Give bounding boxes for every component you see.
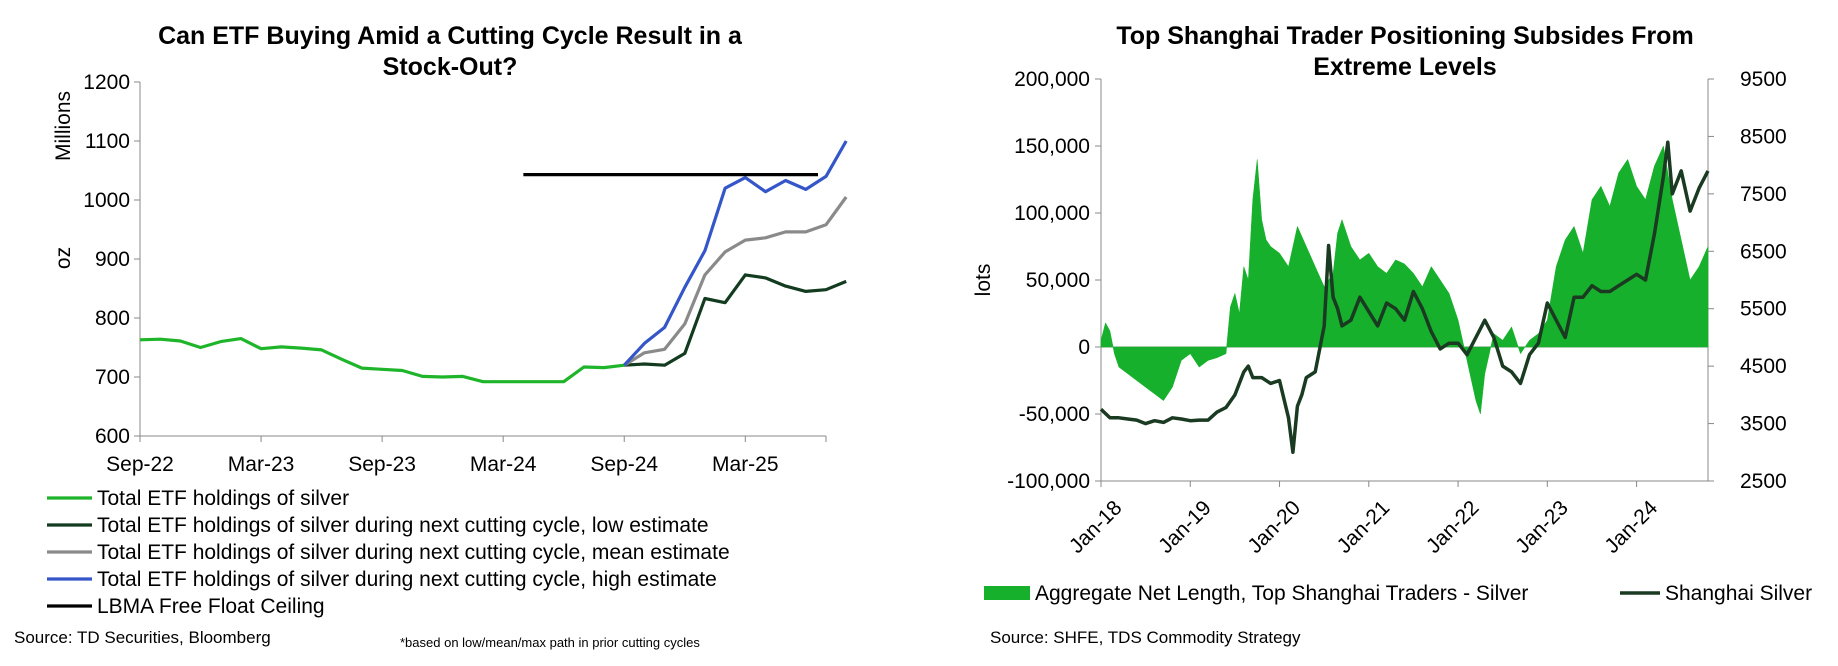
x-tick-label: Jan-18 bbox=[1065, 496, 1127, 558]
right-tick-label: 7500 bbox=[1740, 183, 1787, 206]
title-line: Can ETF Buying Amid a Cutting Cycle Resu… bbox=[158, 22, 743, 50]
x-tick-label: Sep-22 bbox=[106, 453, 174, 476]
legend-label: Aggregate Net Length, Top Shanghai Trade… bbox=[1035, 582, 1528, 605]
price-line-shanghai-silver bbox=[1099, 140, 1710, 455]
legend-label: LBMA Free Float Ceiling bbox=[97, 595, 325, 618]
x-tick-label: Jan-24 bbox=[1600, 496, 1662, 558]
area-net-length bbox=[1100, 145, 1709, 415]
x-tick-label: Mar-23 bbox=[228, 453, 295, 476]
x-tick-label: Mar-25 bbox=[712, 453, 779, 476]
legend-label: Shanghai Silver bbox=[1665, 582, 1812, 605]
left-tick-label: 50,000 bbox=[1026, 269, 1090, 292]
left-tick-label: 200,000 bbox=[1014, 68, 1090, 91]
title-line: Extreme Levels bbox=[1313, 53, 1496, 81]
series-line-etf bbox=[139, 337, 625, 384]
y-tick-label: 600 bbox=[95, 425, 130, 448]
legend-swatch-area bbox=[984, 586, 1030, 600]
y-tick-label: 1200 bbox=[83, 71, 130, 94]
legend-label: Total ETF holdings of silver during next… bbox=[97, 514, 709, 537]
x-tick-label: Sep-24 bbox=[590, 453, 658, 476]
left-tick-label: 150,000 bbox=[1014, 135, 1090, 158]
x-tick-label: Sep-23 bbox=[348, 453, 416, 476]
y-axis-label-top: Millions bbox=[52, 91, 75, 161]
right-tick-label: 5500 bbox=[1740, 298, 1787, 321]
left-tick-label: -50,000 bbox=[1019, 403, 1090, 426]
footnote: *based on low/mean/max path in prior cut… bbox=[400, 635, 700, 650]
chart-title: Can ETF Buying Amid a Cutting Cycle Resu… bbox=[158, 22, 743, 81]
series-line-high bbox=[623, 140, 848, 367]
y-axis-label: lots bbox=[972, 264, 995, 297]
right-tick-label: 9500 bbox=[1740, 68, 1787, 91]
y-tick-label: 800 bbox=[95, 307, 130, 330]
legend: Total ETF holdings of silver Total ETF ho… bbox=[47, 487, 730, 618]
right-tick-label: 4500 bbox=[1740, 355, 1787, 378]
x-tick-label: Jan-19 bbox=[1154, 496, 1216, 558]
x-tick-label: Jan-22 bbox=[1422, 496, 1484, 558]
x-tick-label: Jan-21 bbox=[1333, 496, 1395, 558]
title-line: Stock-Out? bbox=[383, 53, 518, 81]
y-tick-label: 1000 bbox=[83, 189, 130, 212]
chart-title-2: Top Shanghai Trader Positioning Subsides… bbox=[1116, 22, 1693, 81]
source-text-2: Source: SHFE, TDS Commodity Strategy bbox=[990, 628, 1301, 647]
legend-label: Total ETF holdings of silver bbox=[97, 487, 349, 510]
series-line-mean bbox=[623, 196, 848, 367]
x-tick-label: Jan-20 bbox=[1243, 496, 1305, 558]
y-tick-label: 900 bbox=[95, 248, 130, 271]
left-tick-label: -100,000 bbox=[1007, 470, 1090, 493]
x-tick-label: Mar-24 bbox=[470, 453, 537, 476]
y-tick-label: 700 bbox=[95, 366, 130, 389]
series-line-low bbox=[624, 273, 847, 367]
legend-label: Total ETF holdings of silver during next… bbox=[97, 541, 730, 564]
right-tick-label: 3500 bbox=[1740, 413, 1787, 436]
legend-label: Total ETF holdings of silver during next… bbox=[97, 568, 717, 591]
y-axis-label-bottom: oz bbox=[52, 247, 75, 269]
source-text-1: Source: TD Securities, Bloomberg bbox=[14, 628, 271, 647]
left-tick-label: 100,000 bbox=[1014, 202, 1090, 225]
series-2 bbox=[1099, 140, 1710, 455]
right-tick-label: 8500 bbox=[1740, 125, 1787, 148]
x-tick-label: Jan-23 bbox=[1511, 496, 1573, 558]
right-tick-label: 2500 bbox=[1740, 470, 1787, 493]
legend-2: Aggregate Net Length, Top Shanghai Trade… bbox=[984, 582, 1812, 605]
right-tick-label: 6500 bbox=[1740, 240, 1787, 263]
title-line: Top Shanghai Trader Positioning Subsides… bbox=[1116, 22, 1693, 50]
left-tick-label: 0 bbox=[1078, 336, 1090, 359]
y-tick-label: 1100 bbox=[85, 130, 130, 153]
axes: 600 700 800 900 1000 1100 1200 Sep-22 Mar-23 Sep-… bbox=[52, 71, 827, 476]
series-lines bbox=[139, 140, 848, 384]
